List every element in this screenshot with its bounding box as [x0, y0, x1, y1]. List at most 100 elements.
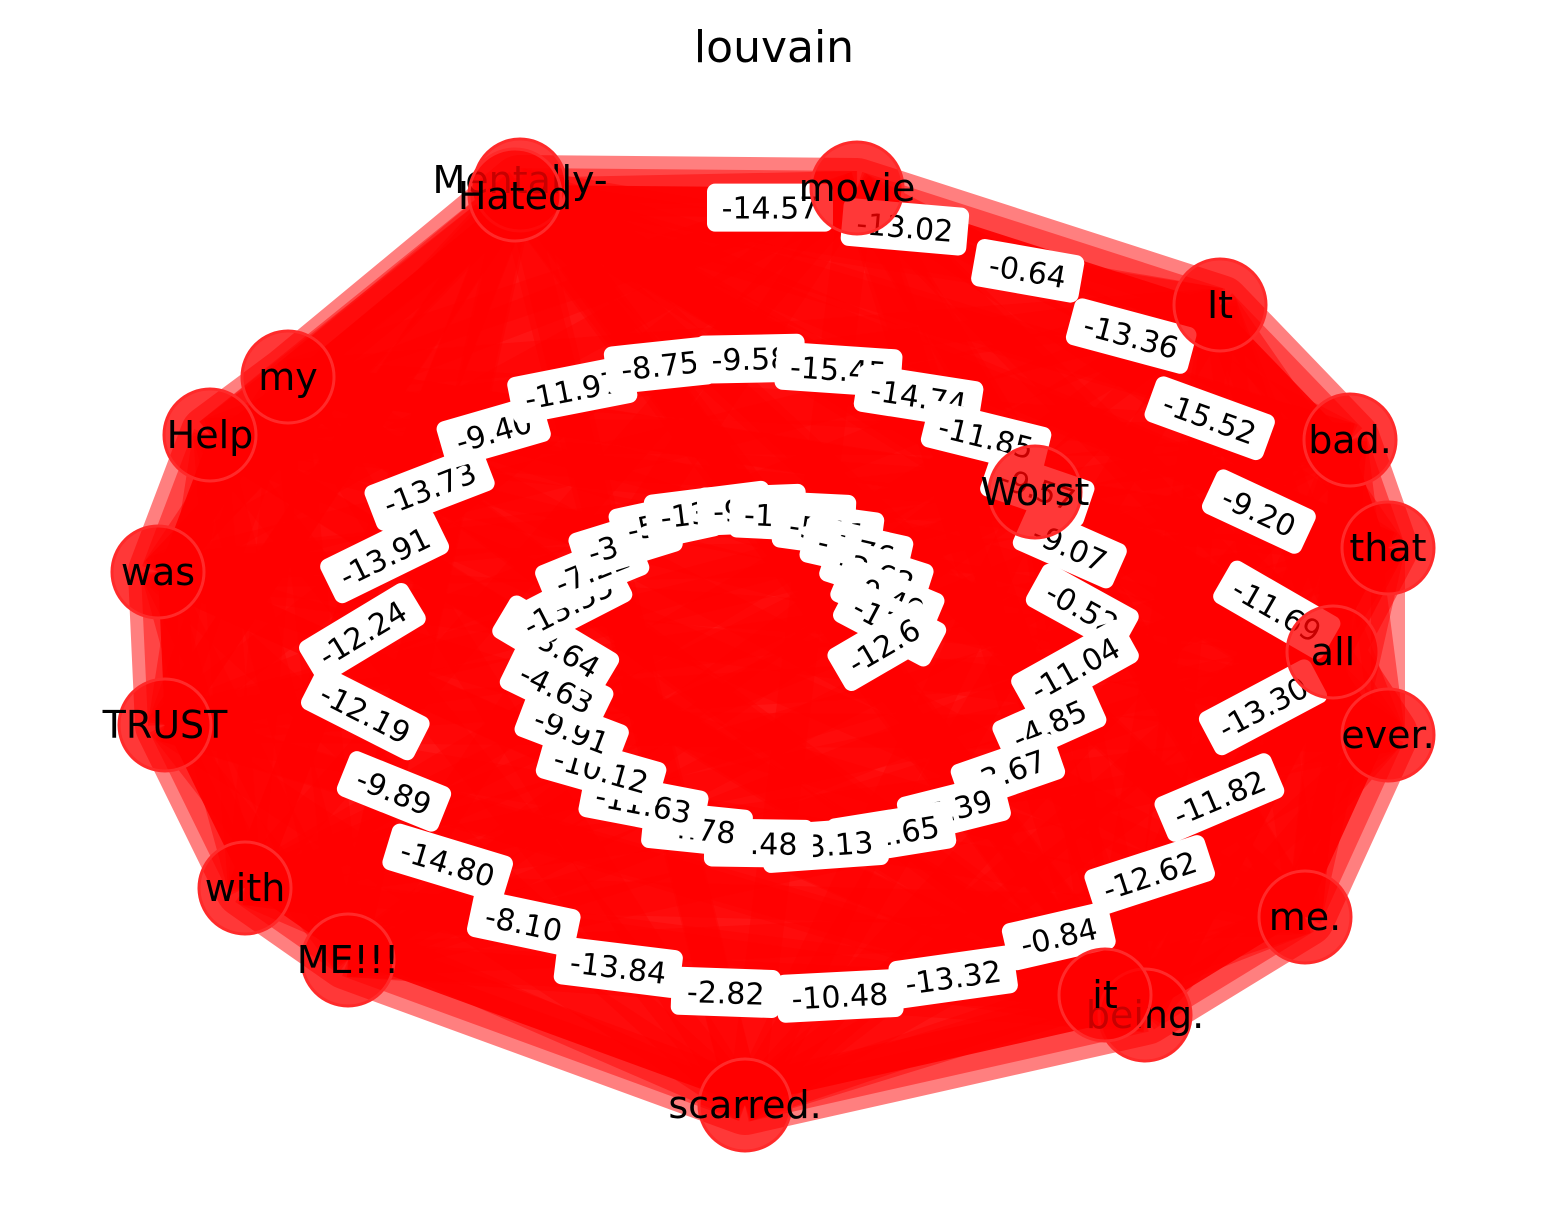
edge-help-worst	[208, 418, 1037, 509]
node-that: that	[1340, 500, 1436, 596]
node-circle	[117, 677, 213, 773]
edge-movie-it	[840, 183, 1122, 1000]
edge-weight-box	[888, 945, 1018, 1009]
node-label: Worst	[981, 470, 1090, 514]
edge-weight-box	[670, 966, 781, 1019]
node-label: movie	[799, 166, 916, 210]
edge-ever-was	[155, 555, 1391, 752]
edge-hated-it	[501, 184, 1119, 1006]
node-circle	[197, 840, 293, 936]
edge-hated-my	[277, 181, 526, 391]
edge-me-help	[193, 430, 365, 965]
edge-weight-text: -14.57	[722, 192, 819, 227]
node-label: bad.	[1308, 418, 1392, 462]
edge-weight-text: -8.75	[620, 345, 701, 388]
edge-trust-my	[148, 371, 305, 731]
edge-mentally-scarred	[503, 180, 762, 1110]
node-label: that	[1349, 526, 1426, 570]
edge-hated-scarred	[498, 190, 762, 1110]
node-with: with	[197, 840, 293, 936]
edge-scarred-was	[146, 559, 757, 1118]
node-label: my	[258, 355, 318, 399]
edge-it-that	[1206, 295, 1402, 558]
node-bad: bad.	[1302, 392, 1398, 488]
node-worst: Worst	[981, 444, 1090, 540]
edge-me-with	[244, 871, 1306, 934]
node-label: TRUST	[102, 703, 229, 747]
node-scarred: scarred.	[668, 1057, 822, 1153]
edge-labels: -14.57 -13.02-0.64-13.36-15.52-9.20-11.69…	[299, 183, 1341, 1023]
edge-weight-box	[336, 751, 452, 832]
edge-it-was	[153, 288, 1225, 589]
edge-weight-box	[827, 600, 940, 692]
node-me: ME!!!	[297, 912, 399, 1008]
node-circle	[110, 524, 206, 620]
edge-with-my	[228, 375, 305, 890]
node-was: was	[110, 524, 206, 620]
edge-ever-being	[1132, 723, 1401, 1027]
edge-weight-label: -10.48	[776, 969, 904, 1023]
edge-hated-ever	[506, 180, 1397, 750]
edge-movie-was	[149, 173, 866, 587]
node-circle	[987, 444, 1083, 540]
edge-weight-text: -2.82	[686, 975, 765, 1013]
edge-weight-box	[382, 823, 513, 903]
edge-my-worst	[285, 360, 1038, 509]
edge-mentally-being	[506, 174, 1159, 1026]
node-movie: movie	[799, 140, 916, 236]
node-label: me.	[1269, 895, 1341, 939]
graph-title: louvain	[693, 22, 855, 73]
node-circle	[809, 140, 905, 236]
edge-weight-box	[971, 238, 1085, 303]
edge-weight-label: -15.52	[1144, 376, 1275, 461]
node-circle	[300, 912, 396, 1008]
edge-hated-trust	[150, 185, 530, 735]
node-label: with	[205, 866, 286, 910]
node-ever: ever.	[1340, 687, 1436, 783]
edge-movie-trust	[154, 174, 868, 739]
node-help: Help	[162, 387, 258, 483]
edge-weight-label: -13.73	[364, 445, 495, 531]
edge-that-worst	[1032, 475, 1391, 565]
edge-weight-box	[514, 691, 629, 771]
edge-it-scarred	[740, 978, 1110, 1122]
edge-weight-box	[467, 889, 581, 957]
edge-that-me	[341, 532, 1395, 976]
edge-weight-box	[1065, 298, 1197, 374]
edge-bad-help	[209, 418, 1351, 457]
node-label: ever.	[1341, 713, 1434, 757]
node-label: scarred.	[668, 1083, 821, 1127]
edge-weight-label: -2.82	[670, 966, 781, 1019]
edge-ever-it	[1093, 722, 1400, 1008]
node-label: Hated	[458, 174, 572, 218]
node-circle	[1340, 687, 1436, 783]
edge-that-with	[240, 531, 1393, 905]
edge-weight-box	[320, 510, 450, 604]
node-circle	[1172, 257, 1268, 353]
node-all: all	[1285, 604, 1381, 700]
edge-weight-box	[1201, 469, 1316, 554]
edge-weight-box	[1011, 619, 1139, 718]
edge-me-me	[347, 900, 1306, 977]
edge-scarred-me	[342, 944, 751, 1121]
edge-mentally-me	[331, 181, 537, 964]
node-my: my	[240, 329, 336, 425]
edge-weight-box	[299, 582, 426, 684]
node-label: It	[1207, 283, 1233, 327]
edge-weight-label: -14.57	[707, 183, 833, 232]
edge-bad-trust	[161, 423, 1354, 742]
edge-hated-was	[145, 183, 528, 584]
edge-me-scarred	[739, 900, 1311, 1122]
edge-it-scarred	[730, 296, 1235, 1114]
node-it: It	[1172, 257, 1268, 353]
node-me: me.	[1257, 869, 1353, 965]
edge-weight-box	[707, 183, 833, 232]
edge-hated-me	[331, 191, 532, 964]
edge-weight-label: -8.10	[467, 889, 581, 957]
edge-weight-box	[1154, 753, 1285, 842]
edge-all-help	[206, 418, 1337, 669]
edge-weight-box	[1084, 835, 1215, 916]
edge-hated-all	[506, 180, 1342, 667]
edge-weight-label: -13.84	[553, 936, 683, 998]
edge-movie-scarred	[728, 185, 874, 1108]
